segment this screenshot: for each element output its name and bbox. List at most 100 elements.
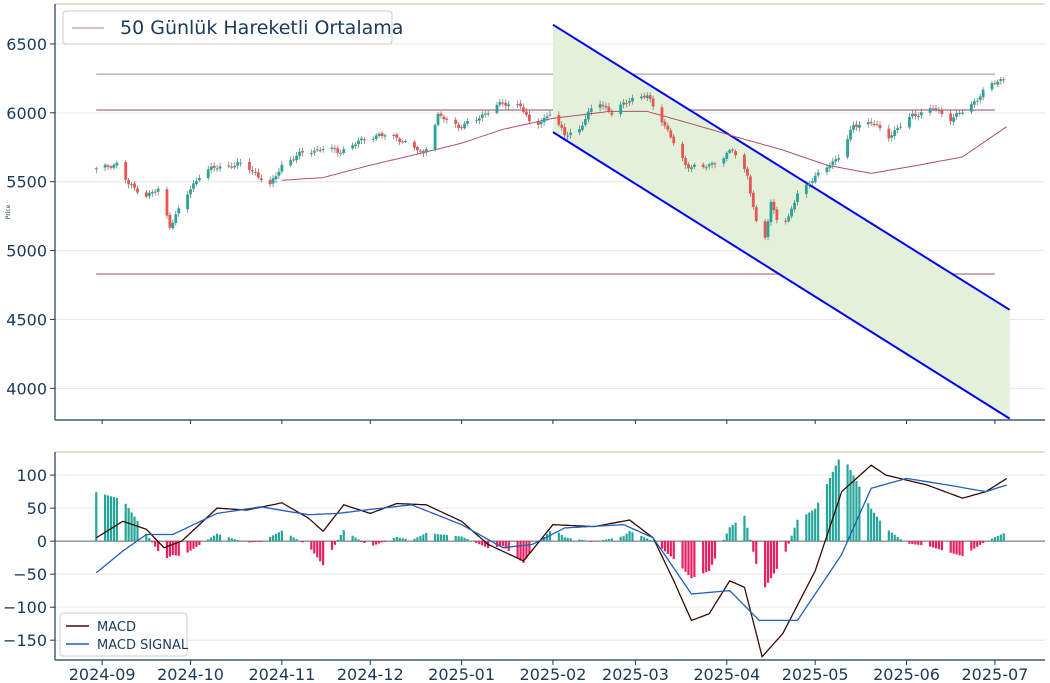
candle-body: [610, 112, 614, 115]
candle-body: [604, 105, 608, 108]
candle-body: [109, 166, 113, 168]
macd-histogram-bar: [215, 533, 219, 542]
macd-histogram-bar: [834, 465, 837, 542]
candle-body: [239, 162, 243, 164]
macd-histogram-bar: [728, 527, 731, 542]
macd-histogram-bar: [165, 541, 169, 559]
macd-histogram-bar: [109, 496, 113, 542]
candle-body: [189, 189, 192, 195]
macd-histogram-bar: [817, 502, 820, 542]
macd-histogram-bar: [852, 475, 855, 542]
candle-body: [519, 103, 522, 107]
macd-histogram-bar: [563, 537, 566, 542]
macd-histogram-bar: [610, 538, 613, 542]
candle-body: [357, 140, 360, 145]
price-legend-label: 50 Günlük Hareketli Ortalama: [120, 17, 403, 39]
macd-histogram-bar: [828, 477, 832, 542]
candle-body: [516, 104, 519, 106]
price-y-tick-label: 6500: [6, 35, 47, 54]
candle-body: [849, 129, 852, 140]
candle-body: [230, 166, 234, 168]
macd-histogram-bar: [899, 539, 902, 542]
candle-body: [136, 188, 139, 193]
macd-histogram-bar: [796, 519, 799, 542]
candle-body: [398, 138, 402, 142]
macd-histogram-bar: [604, 539, 608, 542]
price-y-tick-label: 6000: [6, 104, 47, 123]
candle-body: [834, 159, 838, 162]
macd-histogram-bar: [560, 535, 563, 542]
macd-histogram-bar: [619, 536, 622, 542]
macd-y-tick-label: −100: [3, 598, 47, 617]
macd-legend-box: [59, 612, 188, 657]
macd-histogram-bar: [598, 540, 602, 542]
candle-body: [872, 123, 876, 125]
candle-body: [536, 121, 540, 125]
macd-histogram-bar: [772, 541, 776, 574]
candle-body: [147, 192, 151, 197]
macd-histogram-bar: [663, 541, 667, 552]
macd-histogram-bar: [581, 539, 584, 542]
candle-body: [548, 114, 552, 116]
candle-body: [908, 116, 911, 128]
macd-histogram-bar: [127, 508, 130, 542]
candle-body: [315, 149, 319, 151]
candle-body: [330, 147, 334, 149]
macd-histogram-bar: [643, 537, 646, 542]
macd-histogram-bar: [646, 538, 649, 542]
candle-body: [218, 166, 222, 169]
price-channel: [552, 23, 1011, 420]
candle-body: [436, 114, 440, 125]
macd-histogram-bar: [322, 541, 325, 566]
macd-y-tick-label: 0: [37, 532, 47, 551]
candle-body: [710, 162, 714, 165]
candle-body: [766, 221, 770, 237]
macd-histogram-bar: [755, 541, 758, 564]
candle-body: [522, 107, 525, 112]
macd-histogram-bar: [908, 541, 911, 544]
macd-histogram-bar: [702, 541, 705, 574]
macd-histogram-bar: [920, 541, 923, 546]
macd-histogram-bar: [743, 515, 746, 542]
x-tick-label: 2025-05: [782, 665, 849, 683]
candle-body: [253, 171, 257, 174]
macd-histogram-bar: [148, 538, 151, 542]
macd-histogram-bar: [375, 541, 378, 545]
candle-body: [171, 222, 175, 229]
macd-histogram-bar: [130, 512, 133, 542]
x-tick-label: 2025-07: [961, 665, 1028, 683]
candle-body: [666, 125, 670, 130]
candle-body: [866, 122, 870, 125]
x-tick-label: 2025-02: [520, 665, 587, 683]
macd-histogram-bar: [380, 541, 384, 543]
macd-histogram-bar: [115, 497, 118, 542]
macd-histogram-bar: [914, 541, 917, 545]
price-y-tick-label: 4000: [6, 379, 47, 398]
x-axis: 2024-09 2024-10 2024-11 2024-12 2025-01 2025-…: [69, 420, 1028, 683]
candle-body: [480, 114, 484, 118]
macd-histogram-bar: [274, 533, 278, 542]
macd-histogram-bar: [949, 541, 952, 553]
candle-body: [642, 95, 646, 98]
macd-histogram-bar: [578, 539, 581, 542]
candle-body: [309, 152, 313, 154]
candle-body: [660, 107, 664, 123]
macd-histogram-bar: [669, 541, 672, 557]
price-y-tick-label: 4500: [6, 310, 47, 329]
x-tick-label: 2024-09: [69, 665, 136, 683]
candle-body: [899, 126, 903, 128]
macd-histogram-bar: [672, 541, 675, 559]
macd-histogram-bar: [911, 541, 914, 545]
macd-histogram-bar: [814, 508, 817, 542]
candle-body: [589, 108, 593, 112]
macd-histogram-bar: [445, 535, 448, 542]
macd-histogram-bar: [973, 541, 976, 549]
macd-histogram-bar: [652, 541, 655, 542]
macd-histogram-bar: [628, 530, 631, 542]
macd-histogram-bar: [330, 541, 334, 550]
x-tick-label: 2024-11: [248, 665, 315, 683]
candle-body: [377, 133, 381, 136]
macd-histogram-bar: [958, 541, 961, 556]
candle-body: [784, 220, 788, 222]
macd-histogram-bar: [684, 541, 687, 572]
